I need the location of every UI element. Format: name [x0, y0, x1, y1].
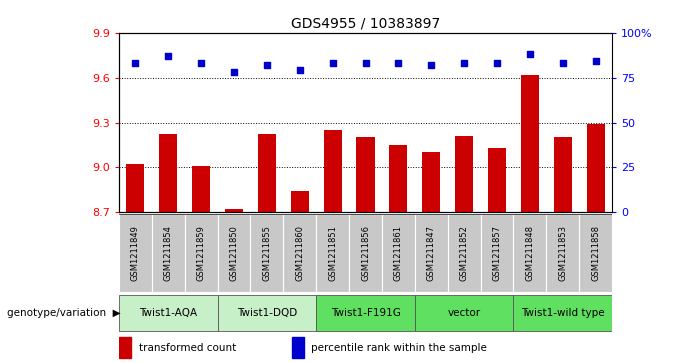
Bar [349, 214, 382, 292]
Point [327, 60, 338, 66]
Text: vector: vector [447, 308, 481, 318]
Bar [291, 191, 309, 212]
Text: GSM1211854: GSM1211854 [164, 225, 173, 281]
Bar [126, 164, 144, 212]
Bar [579, 214, 612, 292]
Bar [554, 138, 572, 212]
Text: Twist1-F191G: Twist1-F191G [330, 308, 401, 318]
Text: GSM1211851: GSM1211851 [328, 225, 337, 281]
Text: GSM1211859: GSM1211859 [197, 225, 205, 281]
Bar [513, 214, 546, 292]
Bar [258, 134, 276, 212]
Text: percentile rank within the sample: percentile rank within the sample [311, 343, 487, 352]
Point [558, 60, 568, 66]
Bar [159, 134, 177, 212]
Bar [447, 214, 481, 292]
Text: GSM1211849: GSM1211849 [131, 225, 140, 281]
Bar [218, 295, 316, 331]
Bar [356, 138, 375, 212]
Bar [192, 166, 210, 212]
Bar [546, 214, 579, 292]
Text: Twist1-DQD: Twist1-DQD [237, 308, 297, 318]
Text: GSM1211848: GSM1211848 [526, 225, 534, 281]
Bar [415, 214, 447, 292]
Bar [390, 145, 407, 212]
Bar [455, 136, 473, 212]
Bar [382, 214, 415, 292]
Bar [513, 295, 612, 331]
Bar [488, 148, 506, 212]
Point [360, 60, 371, 66]
Point [590, 58, 601, 64]
Bar [316, 295, 415, 331]
Bar [521, 75, 539, 212]
Text: GSM1211858: GSM1211858 [591, 225, 600, 281]
Point [459, 60, 470, 66]
Bar [185, 214, 218, 292]
Bar [324, 130, 341, 212]
Bar [422, 152, 440, 212]
Text: GSM1211856: GSM1211856 [361, 225, 370, 281]
Bar [481, 214, 513, 292]
Point [393, 60, 404, 66]
Text: GSM1211847: GSM1211847 [427, 225, 436, 281]
Text: GSM1211853: GSM1211853 [558, 225, 567, 281]
Bar [225, 209, 243, 212]
Text: transformed count: transformed count [139, 343, 236, 352]
Text: GSM1211861: GSM1211861 [394, 225, 403, 281]
Point [426, 62, 437, 68]
Point [262, 62, 273, 68]
Point [196, 60, 207, 66]
Point [228, 69, 239, 75]
Bar [415, 295, 513, 331]
Title: GDS4955 / 10383897: GDS4955 / 10383897 [291, 16, 440, 30]
Text: genotype/variation  ▶: genotype/variation ▶ [7, 308, 120, 318]
Text: Twist1-wild type: Twist1-wild type [521, 308, 605, 318]
Bar [292, 337, 304, 358]
Point [492, 60, 503, 66]
Text: GSM1211852: GSM1211852 [460, 225, 469, 281]
Text: Twist1-AQA: Twist1-AQA [139, 308, 197, 318]
Bar [119, 214, 152, 292]
Text: GSM1211857: GSM1211857 [492, 225, 501, 281]
Point [294, 68, 305, 73]
Bar [218, 214, 250, 292]
Bar [316, 214, 349, 292]
Bar [119, 295, 218, 331]
Text: GSM1211850: GSM1211850 [230, 225, 239, 281]
Point [130, 60, 141, 66]
Bar [250, 214, 284, 292]
Text: GSM1211860: GSM1211860 [295, 225, 304, 281]
Bar [284, 214, 316, 292]
Bar [119, 337, 131, 358]
Point [524, 51, 535, 57]
Bar [152, 214, 185, 292]
Point [163, 53, 174, 59]
Text: GSM1211855: GSM1211855 [262, 225, 271, 281]
Bar [587, 124, 605, 212]
